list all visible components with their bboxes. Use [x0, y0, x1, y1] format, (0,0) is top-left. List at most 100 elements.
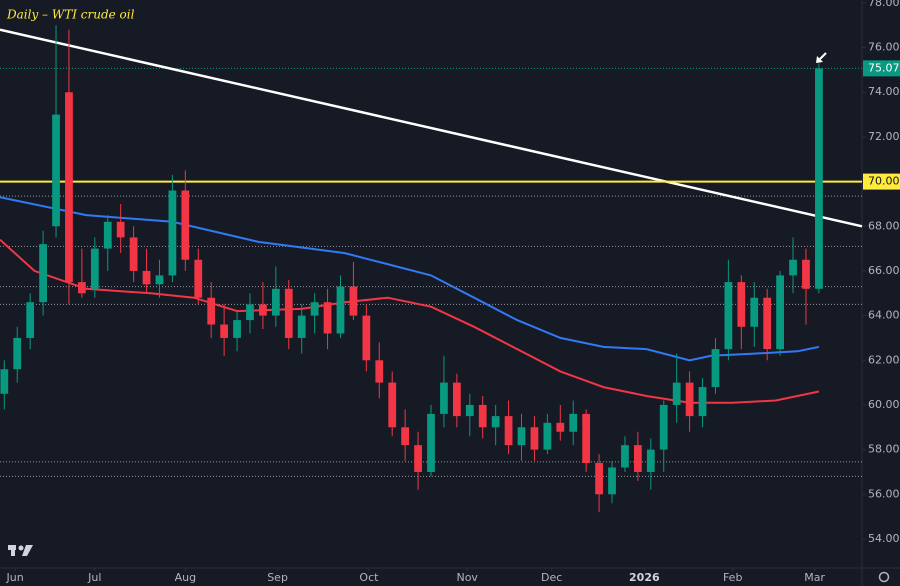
- candle-body: [608, 467, 616, 495]
- candle-body: [271, 288, 280, 316]
- y-tick-label: 64.00: [868, 309, 900, 322]
- y-tick-label: 54.00: [868, 532, 900, 545]
- candle-body: [556, 422, 565, 432]
- chart-title: Daily – WTI crude oil: [6, 8, 135, 22]
- plot-area: [0, 25, 863, 513]
- candle-body: [39, 244, 47, 303]
- candle-body: [504, 416, 513, 446]
- y-tick-label: 74.00: [868, 85, 900, 98]
- y-tick-label: 66.00: [868, 264, 900, 277]
- x-tick-label: Jul: [87, 571, 101, 584]
- candle-body: [129, 237, 138, 271]
- x-tick-label: Aug: [175, 571, 196, 584]
- annotation-arrow: [816, 52, 827, 63]
- candle-body: [698, 387, 707, 417]
- price-label-box: [863, 173, 900, 190]
- y-tick-label: 72.00: [868, 130, 900, 143]
- x-tick-label: Sep: [267, 571, 288, 584]
- x-tick-label: Dec: [541, 571, 562, 584]
- logo-part: [11, 545, 15, 556]
- candle-body: [776, 275, 784, 350]
- candle-body: [388, 382, 397, 428]
- candle-body: [103, 221, 112, 249]
- candle-body: [491, 416, 500, 428]
- candle-body: [0, 369, 9, 394]
- x-tick-label: 2026: [629, 571, 660, 584]
- logo-part: [18, 545, 24, 551]
- candle-body: [672, 382, 681, 405]
- y-tick-label: 62.00: [868, 353, 900, 366]
- candle-body: [750, 297, 759, 327]
- candle-body: [194, 259, 203, 298]
- candle-body: [349, 286, 358, 316]
- candle-body: [685, 382, 694, 417]
- candle-body: [52, 114, 60, 227]
- candle-body: [336, 286, 345, 334]
- candle-body: [582, 413, 591, 464]
- logo: [8, 545, 33, 556]
- candle-body: [543, 422, 552, 450]
- y-tick-label: 56.00: [868, 487, 900, 500]
- logo-part: [22, 545, 33, 556]
- candle-body: [802, 259, 810, 289]
- candle-body: [427, 413, 435, 472]
- candle-body: [569, 413, 578, 432]
- y-tick-label: 60.00: [868, 398, 900, 411]
- candle-body: [646, 449, 655, 472]
- candle-body: [78, 282, 86, 294]
- y-tick-label: 68.00: [868, 219, 900, 232]
- candle-body: [310, 302, 319, 316]
- candle-body: [478, 404, 487, 428]
- candle-body: [401, 427, 410, 446]
- candle-body: [168, 190, 177, 276]
- candle-body: [142, 270, 151, 285]
- price-label: 70.00: [868, 175, 900, 188]
- settings-icon[interactable]: [878, 571, 890, 583]
- overlay-line: [0, 28, 863, 228]
- y-tick-label: 58.00: [868, 443, 900, 456]
- candle-body: [90, 248, 99, 289]
- candle-body: [375, 360, 384, 383]
- price-label: 75.07: [868, 61, 900, 74]
- candle-body: [284, 288, 293, 338]
- candle-body: [323, 302, 332, 334]
- candle-body: [297, 315, 306, 338]
- x-tick-label: Mar: [804, 571, 825, 584]
- candle-body: [259, 304, 267, 316]
- candle-body: [362, 315, 371, 361]
- y-tick-label: 76.00: [868, 41, 900, 54]
- candle-body: [414, 445, 422, 472]
- candle-body: [155, 275, 164, 285]
- x-tick-label: Oct: [359, 571, 379, 584]
- y-tick-label: 78.00: [868, 0, 900, 9]
- candle-body: [530, 427, 539, 450]
- candle-body: [116, 221, 125, 238]
- candle-body: [65, 92, 73, 283]
- price-label-box: [863, 60, 900, 77]
- candle-body: [815, 68, 823, 289]
- candle-body: [233, 320, 241, 338]
- candle-body: [724, 282, 733, 350]
- candle-body: [246, 304, 254, 321]
- x-tick-label: Jun: [5, 571, 23, 584]
- candle-body: [659, 404, 668, 450]
- candle-body: [207, 297, 216, 325]
- candle-body: [13, 337, 22, 370]
- candle-body: [181, 190, 190, 260]
- overlay-line: [0, 196, 820, 362]
- candle-body: [220, 324, 228, 338]
- arrow-head: [816, 56, 823, 63]
- candle-body: [621, 445, 629, 468]
- x-tick-label: Feb: [723, 571, 742, 584]
- candle-body: [737, 282, 746, 327]
- candle-body: [465, 404, 474, 417]
- candle-body: [452, 382, 461, 417]
- candle-body: [517, 427, 526, 446]
- candle-body: [26, 302, 35, 338]
- candle-body: [634, 445, 642, 472]
- candle-body: [763, 297, 772, 350]
- candle-body: [595, 463, 603, 495]
- x-tick-label: Nov: [456, 571, 478, 584]
- candle-body: [440, 382, 448, 414]
